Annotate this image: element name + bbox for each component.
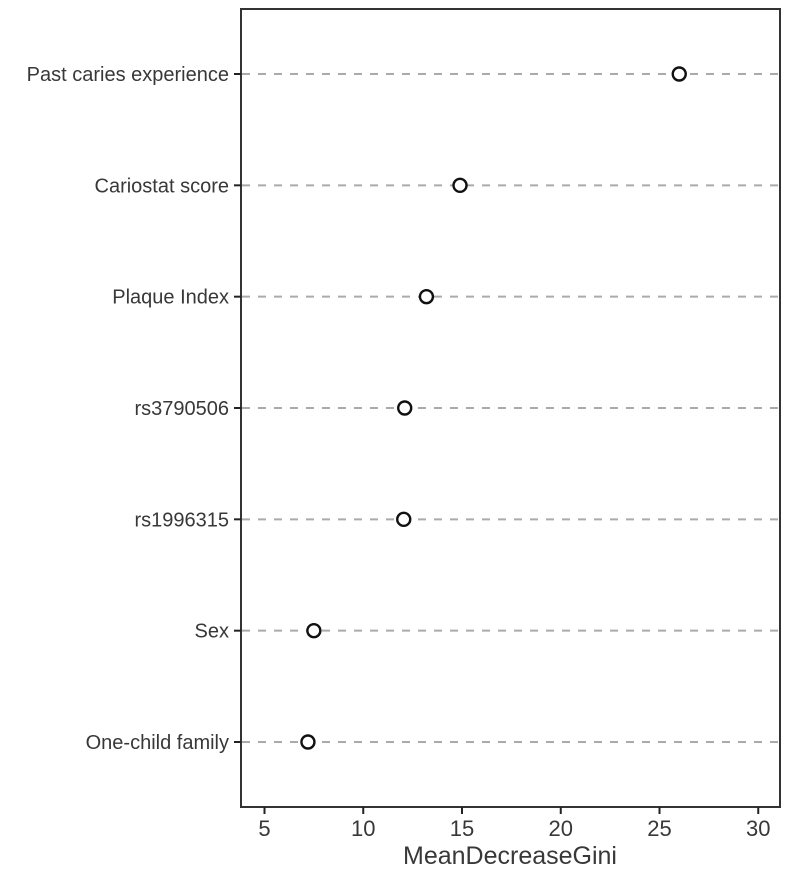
category-label: One-child family — [86, 732, 229, 754]
x-tick-label: 25 — [647, 816, 671, 841]
data-point — [396, 511, 412, 528]
data-points — [300, 66, 687, 750]
data-point — [300, 734, 316, 750]
panel-border — [240, 8, 781, 808]
axis-ticks — [234, 73, 760, 814]
category-label: rs3790506 — [134, 398, 229, 420]
x-axis-title: MeanDecreaseGini — [403, 842, 617, 870]
x-tick-labels: 5 10 15 20 25 30 — [258, 816, 770, 841]
data-point — [452, 177, 468, 194]
category-label: Plaque Index — [112, 287, 229, 309]
x-tick-label: 5 — [258, 816, 270, 841]
data-point — [306, 622, 322, 639]
category-label: Cariostat score — [95, 175, 230, 197]
grid-lines — [242, 73, 779, 743]
data-point — [397, 400, 413, 416]
x-tick-label: 15 — [450, 816, 474, 841]
category-labels: Past caries experience Cariostat score Pla… — [27, 64, 229, 754]
category-label: Sex — [195, 621, 229, 643]
x-tick-label: 10 — [351, 816, 375, 841]
category-label: Past caries experience — [27, 64, 229, 86]
category-label: rs1996315 — [134, 509, 229, 531]
x-tick-label: 30 — [746, 816, 770, 841]
data-point — [671, 66, 687, 82]
data-point — [418, 288, 435, 305]
x-tick-label: 20 — [549, 816, 573, 841]
